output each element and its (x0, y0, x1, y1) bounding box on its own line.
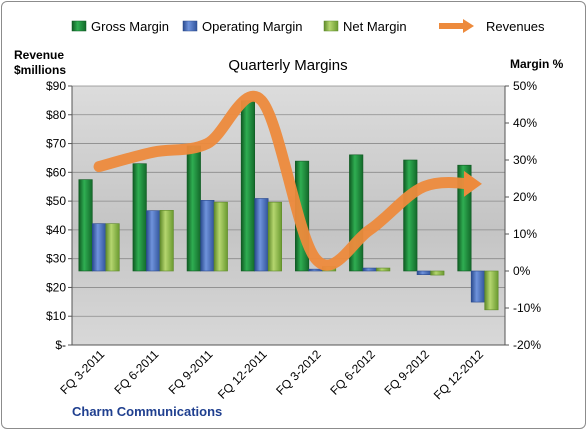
legend-item-operating-margin: Operating Margin (182, 19, 302, 34)
bar-net-margin (159, 210, 174, 272)
legend-label-revenues: Revenues (486, 19, 545, 34)
x-tick-label: FQ 3-2011 (57, 347, 107, 397)
legend-label-gross-margin: Gross Margin (91, 19, 169, 34)
bar-operating-margin (362, 267, 377, 272)
legend-item-net-margin: Net Margin (323, 19, 407, 34)
right-tick-label: -10% (513, 301, 541, 315)
legend-label-operating-margin: Operating Margin (202, 19, 302, 34)
left-axis-title-line1: Revenue (14, 48, 64, 62)
right-axis: -20% -10% 0% 10% 20% 30% 40% 50% (504, 79, 541, 352)
left-tick-label: $30 (46, 252, 66, 266)
bar-gross-margin (78, 179, 93, 272)
x-tick-label: FQ 6-2012 (327, 347, 378, 398)
legend-label-net-margin: Net Margin (343, 19, 407, 34)
revenue-arrowhead (463, 170, 482, 197)
bar-operating-margin (416, 270, 431, 275)
left-tick-label: $10 (46, 309, 66, 323)
bar-operating-margin (470, 270, 485, 303)
left-tick-label: $70 (46, 137, 66, 151)
revenue-line (93, 90, 472, 271)
right-tick-label: 50% (513, 79, 537, 93)
bar-net-margin (105, 223, 120, 272)
left-axis: $- $10 $20 $30 $40 $50 $60 $70 $80 $90 (46, 79, 73, 352)
x-tick-label: FQ 3-2012 (273, 347, 324, 398)
x-tick-label: FQ 12-2011 (215, 347, 270, 402)
bar-operating-margin (254, 198, 269, 272)
left-tick-label: $60 (46, 165, 66, 179)
bar-gross-margin (403, 159, 418, 272)
x-tick-label: FQ 9-2011 (166, 347, 216, 397)
footer-company: Charm Communications (72, 404, 222, 419)
legend-arrowhead-revenues (463, 19, 474, 33)
left-tick-label: $50 (46, 194, 66, 208)
bar-operating-margin (92, 223, 107, 272)
x-axis: FQ 3-2011 FQ 6-2011 FQ 9-2011 FQ 12-2011 FQ … (57, 344, 505, 402)
bar-gross-margin (186, 145, 201, 272)
bar-net-margin (376, 267, 391, 272)
chart-title: Quarterly Margins (228, 57, 347, 74)
left-tick-label: $20 (46, 280, 66, 294)
left-tick-label: $80 (46, 108, 66, 122)
legend-swatch-net-margin (323, 20, 339, 32)
legend: Gross Margin Operating Margin Net Margin… (71, 19, 545, 34)
legend-swatch-operating-margin (182, 20, 198, 32)
left-axis-title-line2: $millions (14, 63, 66, 77)
revenue-series (93, 90, 482, 271)
right-tick-label: 10% (513, 227, 537, 241)
x-tick-label: FQ 6-2011 (111, 347, 161, 397)
bar-net-margin (484, 270, 499, 311)
bar-operating-margin (308, 268, 323, 272)
legend-item-revenues: Revenues (439, 19, 545, 34)
bar-operating-margin (200, 200, 215, 272)
bar-gross-margin (240, 100, 255, 272)
bar-operating-margin (146, 210, 161, 272)
bar-gross-margin (132, 163, 147, 272)
right-tick-label: 20% (513, 190, 537, 204)
right-axis-title: Margin % (510, 57, 564, 71)
right-tick-label: 0% (513, 264, 531, 278)
x-tick-label: FQ 12-2012 (431, 347, 486, 402)
bar-net-margin (213, 201, 228, 272)
legend-item-gross-margin: Gross Margin (71, 19, 169, 34)
left-tick-label: $40 (46, 223, 66, 237)
right-tick-label: 40% (513, 116, 537, 130)
legend-swatch-gross-margin (71, 20, 87, 32)
left-tick-label: $- (55, 338, 66, 352)
x-tick-label: FQ 9-2012 (381, 347, 432, 398)
right-tick-label: -20% (513, 338, 541, 352)
left-tick-label: $90 (46, 79, 66, 93)
bar-net-margin (430, 270, 445, 276)
right-tick-label: 30% (513, 153, 537, 167)
bar-net-margin (267, 201, 282, 272)
